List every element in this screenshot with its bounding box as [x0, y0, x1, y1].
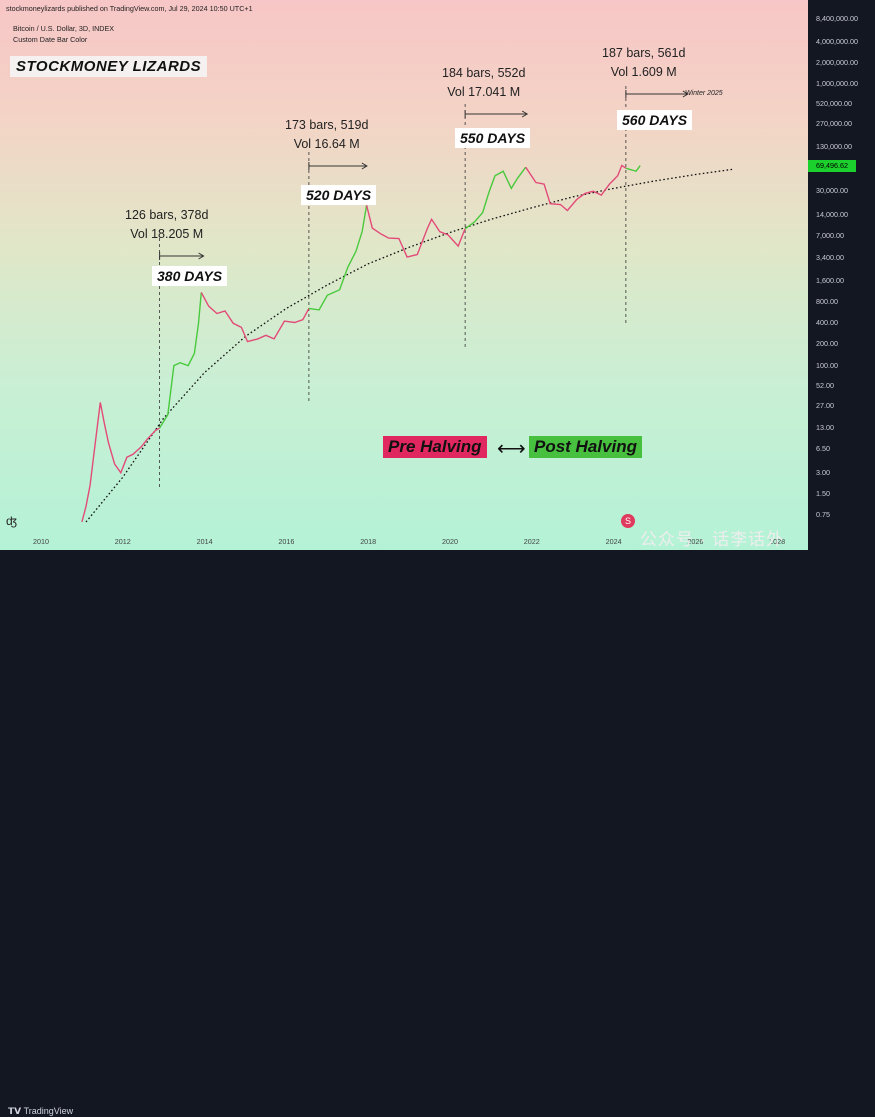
- annotation-4-bars: 187 bars, 561d: [602, 46, 686, 60]
- x-tick-label: 2028: [769, 537, 786, 546]
- annotation-4-vol: Vol 1.609 M: [610, 65, 677, 79]
- pre-halving-segment: [81, 402, 160, 523]
- y-tick-label: 0.75: [816, 510, 830, 520]
- y-tick-label: 4,000,000.00: [816, 36, 858, 46]
- annotation-4-text: 187 bars, 561d Vol 1.609 M: [602, 44, 685, 82]
- y-tick-label: 2,000,000.00: [816, 57, 858, 67]
- y-axis[interactable]: 8,400,000.00 4,000,000.00 2,000,000.00 1,00…: [808, 0, 875, 550]
- y-tick-label: 1,000,000.00: [816, 79, 858, 89]
- symbol-title: Bitcoin / U.S. Dollar, 3D, INDEX: [13, 24, 115, 33]
- y-tick-label: 270,000.00: [816, 119, 852, 129]
- annotation-4-days: 560 DAYS: [617, 110, 693, 130]
- x-tick-label: 2026: [687, 537, 704, 546]
- annotation-3-days: 550 DAYS: [455, 128, 531, 148]
- y-tick-label: 27.00: [816, 400, 834, 410]
- y-tick-label: 1,600.00: [816, 275, 844, 285]
- annotation-2-bars: 173 bars, 519d: [285, 118, 369, 132]
- y-tick-label: 7,000.00: [816, 230, 844, 240]
- publisher-line: stockmoneylizards published on TradingVi…: [6, 4, 253, 13]
- pre-halving-segment: [365, 205, 466, 258]
- winter-label: Winter 2025: [685, 90, 723, 97]
- y-tick-label: 13.00: [816, 422, 834, 432]
- y-tick-label: 30,000.00: [816, 186, 848, 196]
- arrow-head: [682, 90, 689, 98]
- y-tick-label: 3.00: [816, 467, 830, 477]
- x-tick-label: 2012: [114, 537, 131, 546]
- post-halving-segment: [625, 165, 641, 173]
- tv-mark-icon: 𝗧𝗩: [8, 1106, 24, 1116]
- x-tick-label: 2024: [605, 537, 622, 546]
- x-tick-label: 2018: [360, 537, 377, 546]
- tradingview-logo[interactable]: 𝗧𝗩 TradingView: [8, 1106, 73, 1117]
- x-tick-label: 2016: [278, 537, 295, 546]
- annotation-1-vol: Vol 18.205 M: [130, 227, 204, 241]
- y-tick-label: 6.50: [816, 444, 830, 454]
- annotation-1-days: 380 DAYS: [152, 266, 228, 286]
- x-tick-label: 2014: [196, 537, 213, 546]
- y-tick-label: 100.00: [816, 360, 838, 370]
- indicator-title: Custom Date Bar Color: [13, 35, 88, 44]
- y-tick-label: 520,000.00: [816, 99, 852, 109]
- post-halving-segment: [308, 205, 368, 311]
- y-tick-label: 400.00: [816, 318, 838, 328]
- y-tick-label: 800.00: [816, 297, 838, 307]
- footer-bar: 𝗧𝗩 TradingView: [0, 550, 875, 1116]
- y-tick-label: 8,400,000.00: [816, 14, 858, 24]
- tradingview-label: TradingView: [23, 1106, 74, 1116]
- double-arrow-icon: ⟷: [497, 438, 526, 460]
- post-halving-segment: [464, 166, 527, 230]
- annotation-1-text: 126 bars, 378d Vol 18.205 M: [125, 206, 208, 244]
- pre-halving-label: Pre Halving: [383, 436, 487, 458]
- pre-halving-segment: [200, 292, 310, 343]
- x-tick-label: 2022: [523, 537, 540, 546]
- y-tick-label: 14,000.00: [816, 209, 848, 219]
- pre-halving-segment: [525, 164, 627, 212]
- x-tick-label: 2010: [33, 537, 49, 546]
- y-tick-label: 200.00: [816, 339, 838, 349]
- brand-label: STOCKMONEY LIZARDS: [10, 56, 208, 77]
- post-halving-label: Post Halving: [529, 436, 642, 458]
- y-tick-label: 1.50: [816, 488, 830, 498]
- dotted-trendline: [85, 168, 735, 523]
- arrow-head: [521, 110, 529, 118]
- annotation-2-text: 173 bars, 519d Vol 16.64 M: [285, 116, 368, 154]
- post-halving-segment: [159, 292, 202, 429]
- annotation-3-bars: 184 bars, 552d: [442, 66, 526, 80]
- current-price-tag: 69,496.62: [808, 159, 856, 172]
- side-tool-icon[interactable]: ʤ: [6, 514, 17, 528]
- price-plot[interactable]: [0, 0, 808, 550]
- arrow-head: [361, 162, 368, 170]
- wechat-watermark: 公众号 · 话李话外: [640, 530, 785, 549]
- x-tick-label: 2020: [442, 537, 458, 546]
- annotation-3-text: 184 bars, 552d Vol 17.041 M: [442, 64, 525, 102]
- y-tick-label: 52.00: [816, 380, 834, 390]
- annotation-3-vol: Vol 17.041 M: [447, 85, 521, 99]
- annotation-2-vol: Vol 16.64 M: [293, 137, 360, 151]
- y-tick-label: 130,000.00: [816, 141, 852, 151]
- y-tick-label: 3,400.00: [816, 252, 844, 262]
- brand-logo-icon: S: [621, 514, 635, 528]
- arrow-head: [198, 252, 205, 260]
- chart-area[interactable]: stockmoneylizards published on TradingVi…: [0, 0, 808, 550]
- annotation-1-bars: 126 bars, 378d: [125, 208, 209, 222]
- annotation-2-days: 520 DAYS: [301, 185, 377, 205]
